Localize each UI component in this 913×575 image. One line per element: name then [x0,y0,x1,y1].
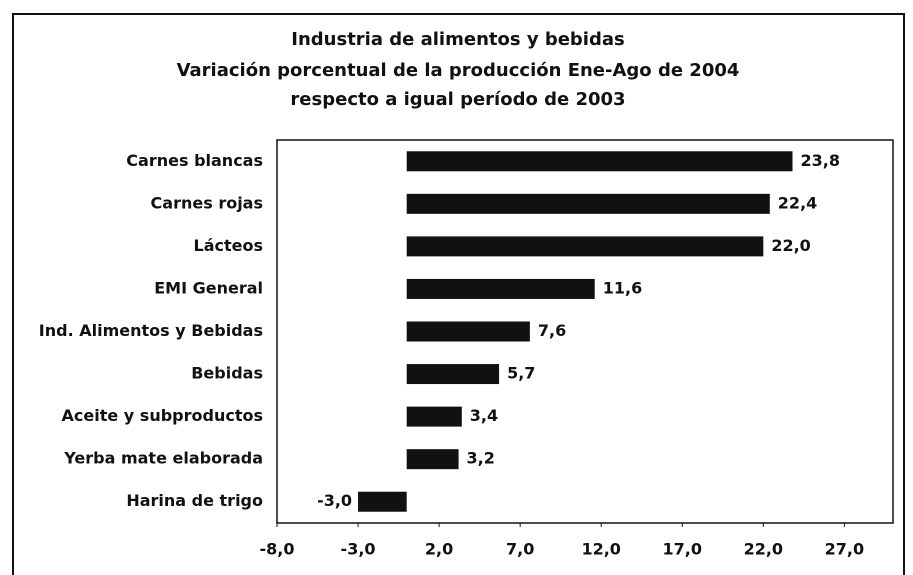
y-tick-label: Lácteos [194,236,264,255]
value-label: 7,6 [538,321,566,340]
y-tick-label: Aceite y subproductos [62,406,263,425]
value-label: 3,4 [470,406,498,425]
y-tick-label: Carnes rojas [151,193,263,212]
x-tick-label: 22,0 [744,540,783,559]
x-tick-label: 27,0 [825,540,864,559]
y-tick-label: EMI General [154,278,263,297]
chart-title: Industria de alimentos y bebidas [291,29,624,50]
bar [406,193,770,214]
value-label: 23,8 [800,151,839,170]
frame [12,13,905,575]
chart-subtitle: Variación porcentual de la producción En… [177,60,740,81]
bar [406,406,462,427]
x-tick-label: 2,0 [425,540,453,559]
y-tick-label: Ind. Alimentos y Bebidas [39,321,263,340]
value-label: 22,0 [771,236,810,255]
x-tick-label: -3,0 [341,540,376,559]
value-label: -3,0 [317,491,352,510]
bar [358,491,407,512]
value-label: 5,7 [507,364,535,383]
y-tick-label: Carnes blancas [126,151,263,170]
bar [406,449,459,470]
y-tick-label: Harina de trigo [126,491,263,510]
plot-area [276,139,894,524]
x-tick-label: 7,0 [506,540,534,559]
bar [406,364,500,385]
value-label: 11,6 [603,278,642,297]
x-tick-label: -8,0 [260,540,295,559]
y-tick-label: Yerba mate elaborada [63,449,263,468]
x-tick-label: 12,0 [581,540,620,559]
bar [406,236,764,257]
bar [406,321,530,342]
x-tick-label: 17,0 [663,540,702,559]
chart-subtitle: respecto a igual período de 2003 [290,89,625,110]
bar [406,278,595,299]
value-label: 3,2 [467,449,495,468]
value-label: 22,4 [778,193,817,212]
y-tick-label: Bebidas [191,364,263,383]
bar [406,151,793,172]
